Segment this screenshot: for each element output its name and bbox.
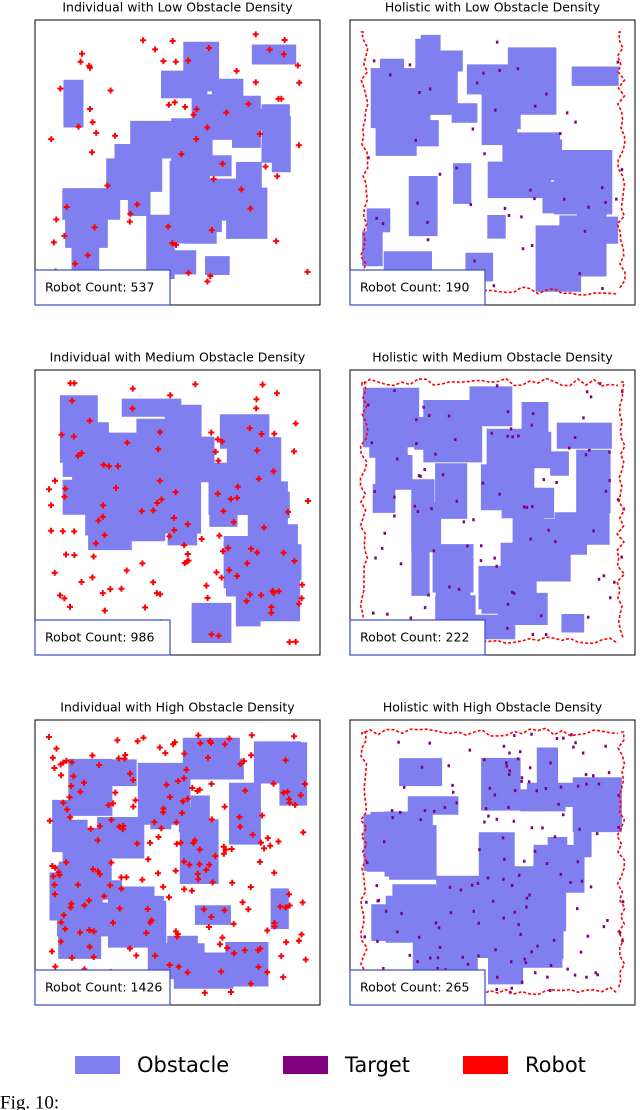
panel-title: Holistic with Low Obstacle Density [385,0,601,15]
legend-label: Robot [525,1053,586,1077]
count-box [34,269,171,306]
panel: Individual with High Obstacle Density Rob… [34,700,321,1006]
count-box [349,969,486,1006]
robot-count: Robot Count: 190 [360,280,469,295]
count-box [34,619,171,656]
robots [359,377,626,646]
panel: Individual with Low Obstacle Density Robo… [34,0,321,306]
panel-title: Holistic with High Obstacle Density [383,700,603,715]
panel: Holistic with Low Obstacle Density Robot … [349,0,636,306]
legend-label: Obstacle [137,1053,229,1077]
robot-count: Robot Count: 222 [360,630,469,645]
obstacles [59,395,302,643]
legend-swatch [283,1056,328,1074]
panel-title: Holistic with Medium Obstacle Density [372,350,613,365]
panel: Holistic with Medium Obstacle Density Rob… [349,350,636,656]
robot-count: Robot Count: 265 [360,980,469,995]
robot-count: Robot Count: 986 [45,630,154,645]
legend-label: Target [344,1053,410,1077]
caption: Fig. 10: [0,1092,59,1110]
robot-count: Robot Count: 537 [45,280,154,295]
panel-title: Individual with Medium Obstacle Density [50,350,306,365]
panel: Individual with Medium Obstacle Density R… [34,350,321,656]
robot-count: Robot Count: 1426 [45,980,162,995]
count-box [349,619,486,656]
legend-swatch [75,1056,120,1074]
legend-swatch [463,1056,508,1074]
panel-title: Individual with Low Obstacle Density [62,0,293,15]
count-box [349,269,486,306]
robots [45,732,309,996]
panel-title: Individual with High Obstacle Density [60,700,295,715]
obstacles [49,737,308,989]
obstacles [363,747,622,992]
obstacles [62,41,297,285]
robots [359,31,626,296]
robots [359,727,626,996]
panel: Holistic with High Obstacle Density Robot… [349,700,636,1006]
robots [46,380,311,646]
count-box [34,969,171,1006]
obstacles [362,386,612,640]
targets [367,382,625,642]
obstacles [362,34,619,292]
